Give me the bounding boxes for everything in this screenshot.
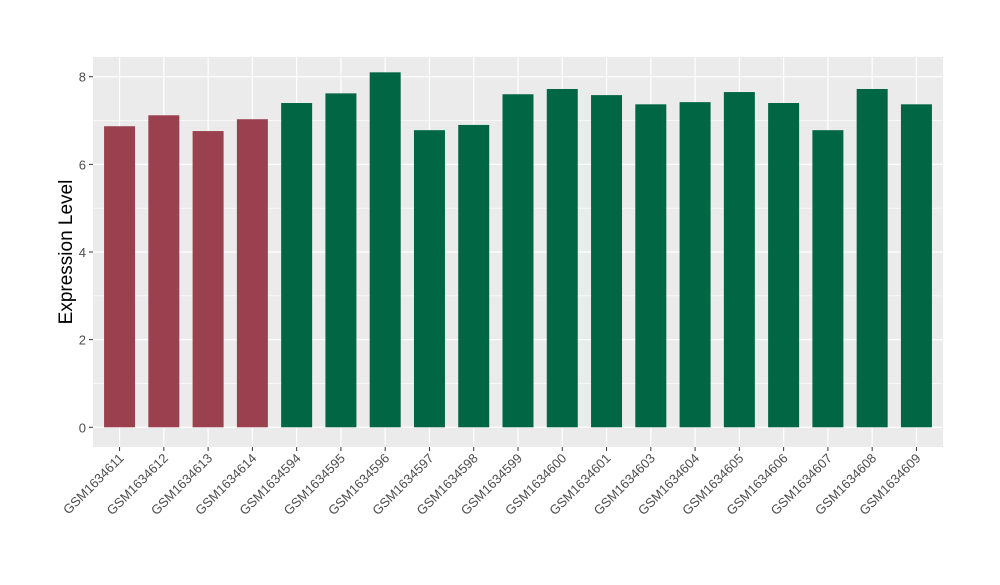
y-tick-label: 4 xyxy=(79,245,86,260)
bar xyxy=(148,115,180,428)
bar xyxy=(369,72,401,428)
bar xyxy=(856,88,888,428)
y-axis: 0 2 4 6 8 xyxy=(79,70,93,435)
x-axis: GSM1634611GSM1634612GSM1634613GSM1634614… xyxy=(60,447,924,518)
bar xyxy=(679,102,711,428)
bar xyxy=(812,130,844,428)
y-tick-label: 2 xyxy=(79,333,86,348)
y-axis-label: Expression Level xyxy=(56,180,77,325)
y-tick-label: 8 xyxy=(79,70,86,85)
bar xyxy=(502,94,534,428)
bar xyxy=(723,92,755,428)
bar xyxy=(413,130,445,428)
bar xyxy=(635,104,667,428)
bar xyxy=(546,88,578,428)
y-tick-label: 0 xyxy=(79,420,86,435)
bars-group xyxy=(104,72,932,428)
bar xyxy=(591,95,623,428)
bar xyxy=(325,93,357,428)
y-tick-label: 6 xyxy=(79,157,86,172)
bar xyxy=(281,103,313,428)
bar xyxy=(104,126,136,428)
bar xyxy=(458,124,490,428)
bar xyxy=(900,104,932,428)
bar xyxy=(192,131,224,428)
bar xyxy=(236,119,268,428)
bar xyxy=(768,103,800,428)
